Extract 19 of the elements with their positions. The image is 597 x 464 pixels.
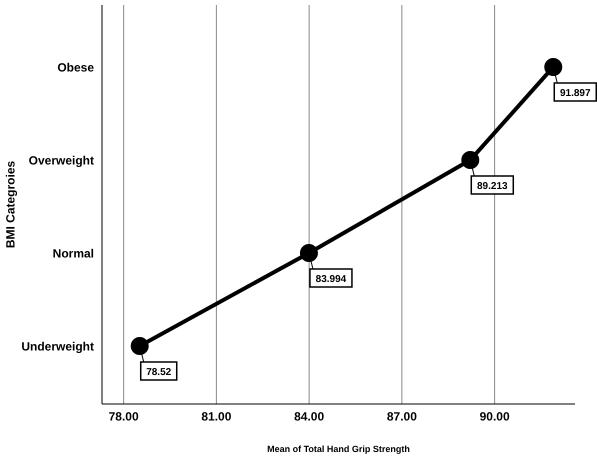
data-label: 78.52	[146, 367, 172, 378]
point	[544, 58, 562, 76]
data-label: 83.994	[316, 274, 347, 285]
x-tick-label: 81.00	[201, 410, 232, 424]
point	[130, 337, 149, 355]
y-tick-label: Underweight	[21, 339, 94, 354]
x-axis-title: Mean of Total Hand Grip Strength	[267, 444, 410, 454]
x-tick-label: 90.00	[480, 410, 510, 424]
data-label: 89.213	[476, 181, 508, 192]
x-tick-label: 84.00	[294, 410, 324, 424]
x-tick-label: 87.00	[386, 410, 418, 424]
y-tick-label: Obese	[57, 60, 94, 74]
y-axis-title: BMI Categroies	[3, 160, 18, 248]
y-tick-label: Overweight	[28, 153, 94, 168]
y-tick-label: Normal	[52, 246, 94, 260]
point	[300, 244, 318, 262]
x-tick-label: 78.00	[108, 410, 139, 424]
data-label: 91.897	[560, 88, 591, 99]
point	[461, 151, 480, 169]
